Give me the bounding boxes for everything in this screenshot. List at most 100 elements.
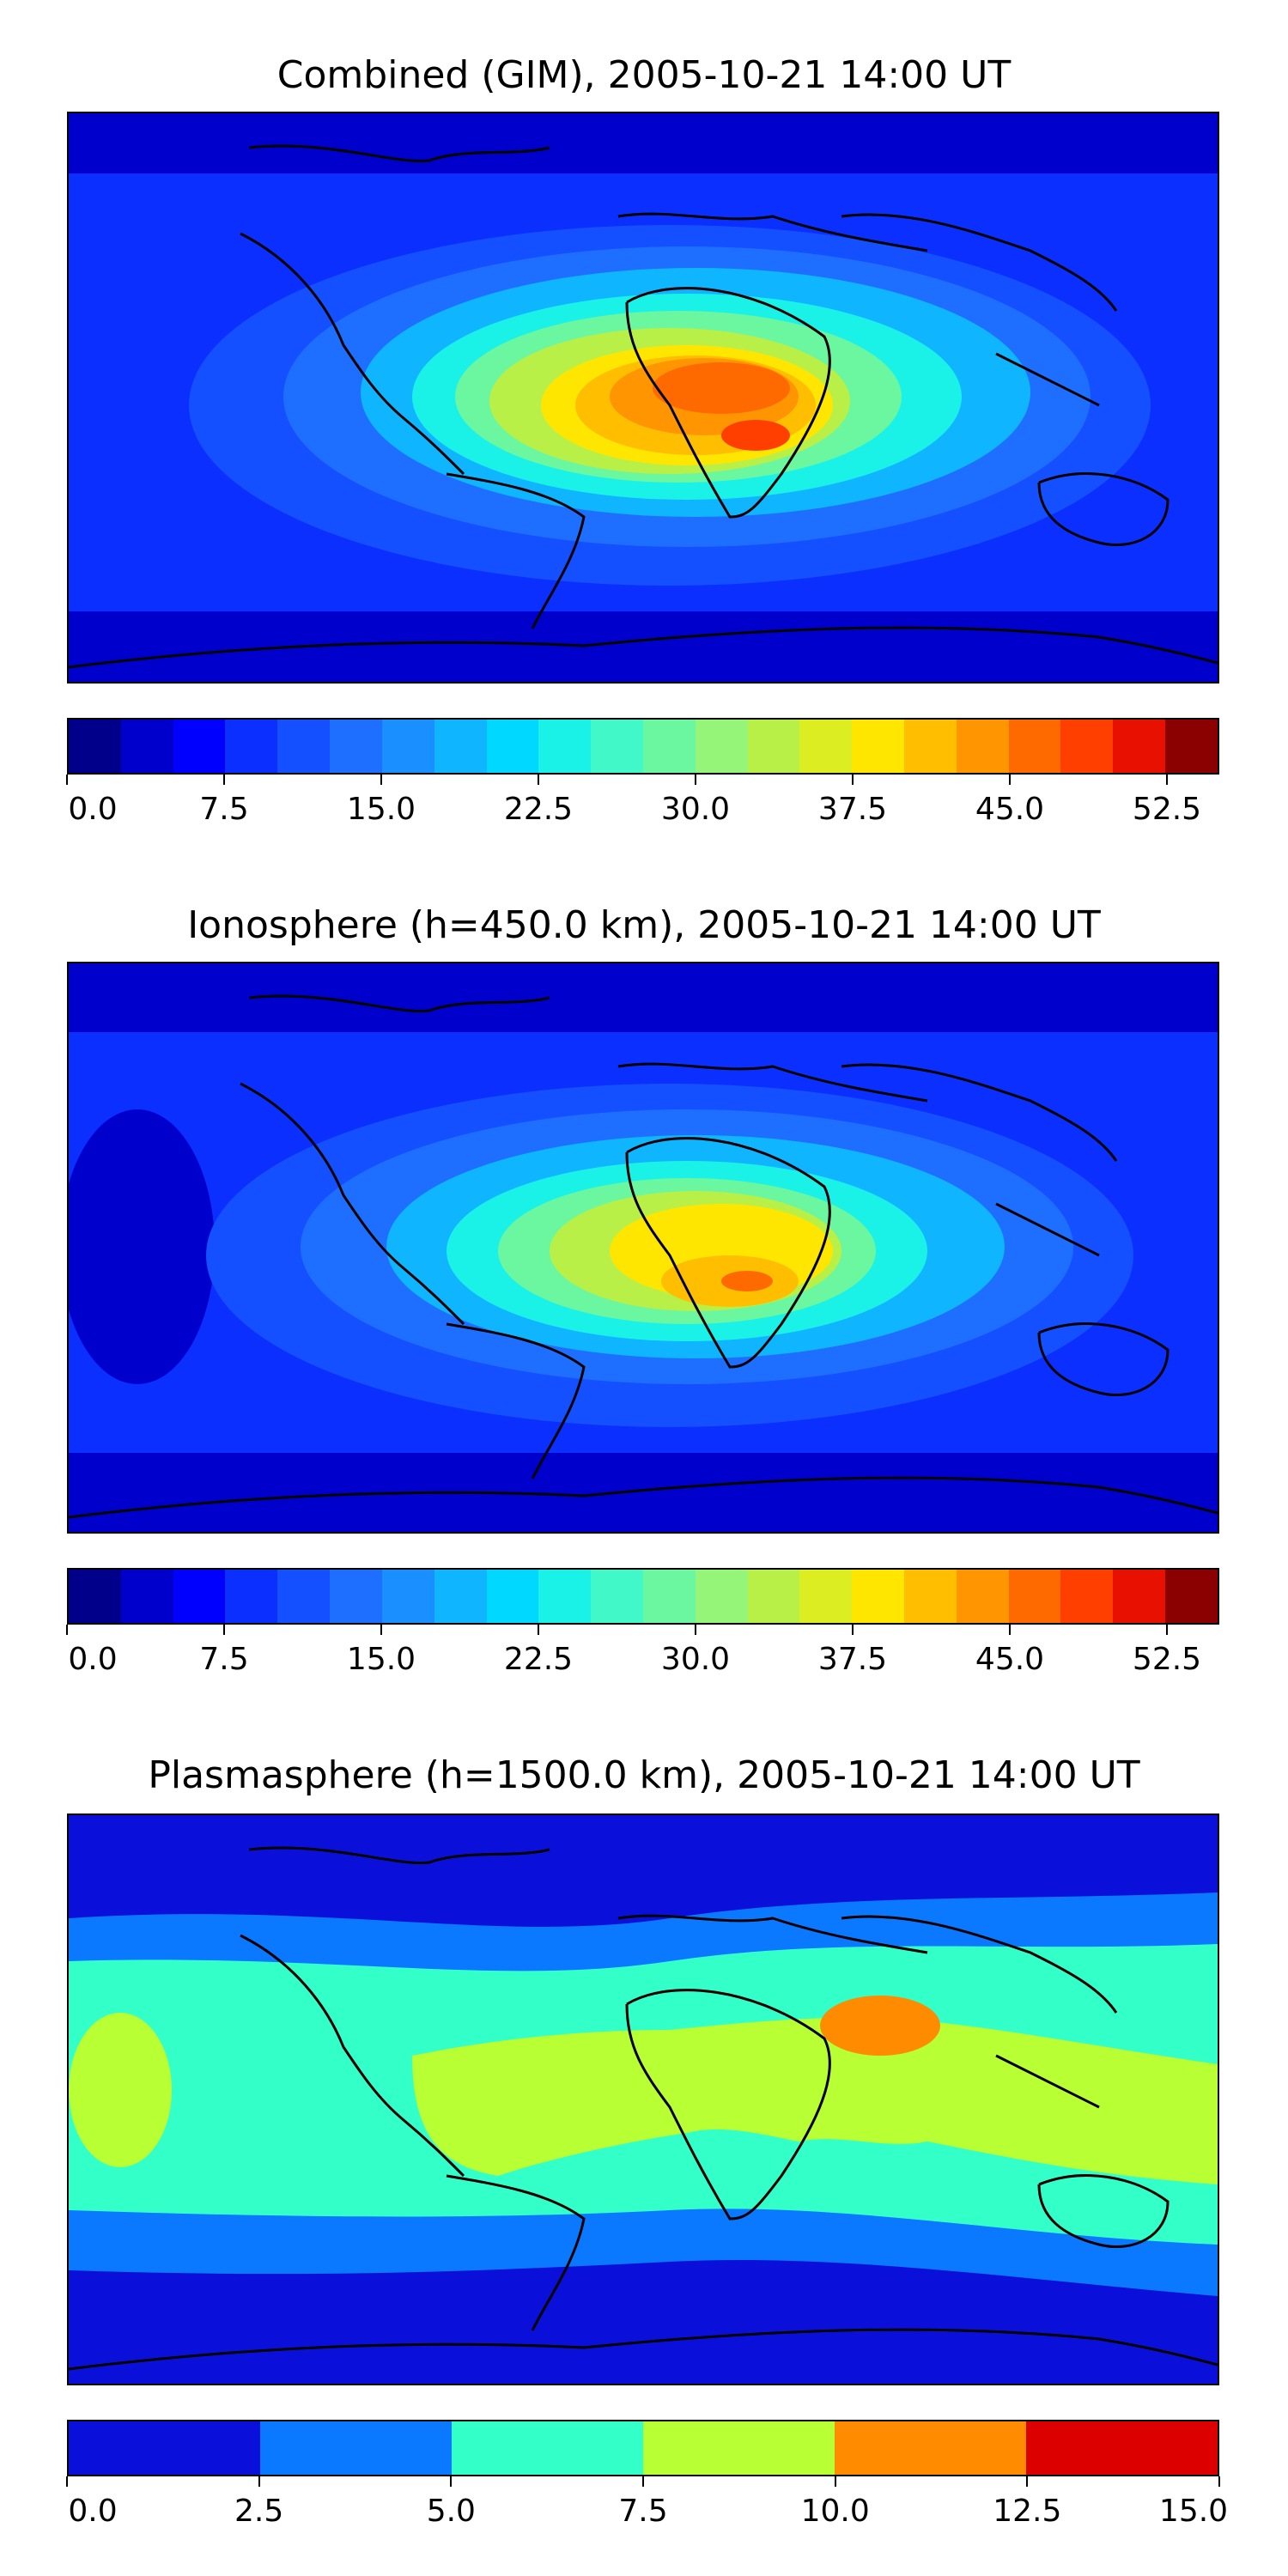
colorbar-segment [452, 2421, 643, 2475]
colorbar-segment [1060, 720, 1114, 773]
colorbar-tick [642, 2476, 644, 2487]
map-plasmasphere [69, 1815, 1218, 2384]
colorbar-tick-label: 15.0 [1158, 2494, 1229, 2529]
polar-band-south [69, 611, 1218, 682]
colorbar-segment [642, 720, 696, 773]
colorbar-segment [1165, 720, 1218, 773]
colorbar-tick-label: 12.5 [993, 2494, 1062, 2529]
colorbar-segment [69, 2421, 260, 2475]
colorbar-tick-label: 52.5 [1132, 1642, 1202, 1677]
colorbar-segment [852, 720, 904, 773]
colorbar-tick [834, 2476, 836, 2487]
colorbar-segment [225, 720, 278, 773]
chart-title-plasmasphere: Plasmasphere (h=1500.0 km), 2005-10-21 1… [148, 1753, 1140, 1797]
colorbar-segment [486, 1570, 539, 1623]
colorbar-segment [434, 720, 487, 773]
chart-title-combined: Combined (GIM), 2005-10-21 14:00 UT [276, 53, 1012, 97]
colorbar-segment [538, 720, 592, 773]
colorbar-tick-label: 15.0 [346, 792, 416, 827]
colorbar-tick [852, 1625, 854, 1635]
colorbar-segment [1113, 1570, 1166, 1623]
colorbar-tick [852, 775, 854, 785]
colorbar-segment [695, 1570, 748, 1623]
colorbar-tick [450, 2476, 453, 2487]
colorbar-segment [120, 720, 173, 773]
contour-level-1 [69, 1109, 215, 1384]
map-ionosphere [69, 963, 1218, 1532]
polar-band-north [69, 963, 1218, 1032]
colorbar-tick-label: 7.5 [199, 1642, 249, 1677]
colorbar-tick-label: 10.0 [800, 2494, 870, 2529]
colorbar-segment [381, 1570, 434, 1623]
map-panel-plasmasphere [67, 1814, 1219, 2385]
colorbar-segment [1165, 1570, 1218, 1623]
colorbar-segment [381, 720, 434, 773]
colorbar-tick-label: 15.0 [346, 1642, 416, 1677]
colorbar-segment [1008, 1570, 1061, 1623]
colorbar-segment [330, 720, 382, 773]
colorbar-tick [66, 2476, 68, 2487]
colorbar-tick [695, 1625, 696, 1635]
colorbar-tick-label: 2.5 [234, 2494, 284, 2529]
colorbar-segment [277, 720, 331, 773]
colorbar-tick-label: 7.5 [618, 2494, 668, 2529]
colorbar-tick [380, 775, 382, 785]
colorbar-segment [642, 1570, 696, 1623]
colorbar-tick [695, 775, 696, 785]
polar-band-south [69, 1453, 1218, 1532]
colorbar-ticks-combined: 0.0 7.5 15.0 22.5 30.0 37.5 45.0 52.5 [66, 775, 1219, 827]
map-panel-ionosphere [67, 962, 1219, 1534]
colorbar-segment [120, 1570, 173, 1623]
colorbar-segment [1026, 2421, 1218, 2475]
colorbar-segment [904, 720, 957, 773]
colorbar-tick-label: 0.0 [68, 2494, 118, 2529]
colorbar-ticks-plasmasphere: 0.0 2.5 5.0 7.5 10.0 12.5 15.0 [66, 2476, 1228, 2529]
polar-band-north [69, 113, 1218, 173]
colorbar-segment [747, 1570, 800, 1623]
colorbar-segment [695, 720, 748, 773]
coastlines [69, 994, 1218, 1519]
colorbar-tick [1218, 2476, 1220, 2487]
colorbar-tick [1166, 1625, 1168, 1635]
colorbar-tick-label: 52.5 [1132, 792, 1202, 827]
colorbar-segment [260, 2421, 452, 2475]
colorbar-segment [1060, 1570, 1114, 1623]
colorbar-tick-label: 37.5 [817, 792, 888, 827]
contour-level-18 [653, 362, 790, 414]
colorbar-segment [486, 720, 539, 773]
colorbar-tick [1166, 775, 1168, 785]
colorbar-segment [173, 1570, 226, 1623]
colorbar-tick-label: 7.5 [199, 792, 249, 827]
colorbar-ticks-ionosphere: 0.0 7.5 15.0 22.5 30.0 37.5 45.0 52.5 [66, 1625, 1219, 1677]
colorbar-tick-label: 0.0 [68, 792, 118, 827]
colorbar-segment [434, 1570, 487, 1623]
colorbar-tick [538, 1625, 539, 1635]
colorbar-tick [380, 1625, 382, 1635]
colorbar-segment [835, 2421, 1026, 2475]
colorbar-tick [1026, 2476, 1029, 2487]
contour-band-5 [820, 1996, 940, 2056]
colorbar-tick [538, 775, 539, 785]
colorbar-tick-label: 45.0 [975, 1642, 1045, 1677]
colorbar-segment [330, 1570, 382, 1623]
contour-band-4b [69, 2013, 172, 2167]
colorbar-segment [591, 1570, 643, 1623]
contour-level-18 [721, 1271, 773, 1291]
colorbar-segment [538, 1570, 592, 1623]
colorbar-segment [643, 2421, 835, 2475]
colorbar-segment [277, 1570, 331, 1623]
colorbar-tick [1009, 1625, 1011, 1635]
chart-title-ionosphere: Ionosphere (h=450.0 km), 2005-10-21 14:0… [187, 903, 1101, 947]
colorbar-plasmasphere [67, 2420, 1219, 2476]
coastlines [69, 1846, 1218, 2371]
colorbar-ionosphere [67, 1568, 1219, 1625]
contour-level-19 [721, 420, 790, 451]
colorbar-segment [69, 720, 121, 773]
colorbar-segment [591, 720, 643, 773]
colorbar-segment [69, 1570, 121, 1623]
colorbar-tick [258, 2476, 260, 2487]
colorbar-segment [956, 1570, 1009, 1623]
colorbar-tick-label: 45.0 [975, 792, 1045, 827]
colorbar-tick [1009, 775, 1011, 785]
colorbar-tick-label: 22.5 [503, 1642, 574, 1677]
